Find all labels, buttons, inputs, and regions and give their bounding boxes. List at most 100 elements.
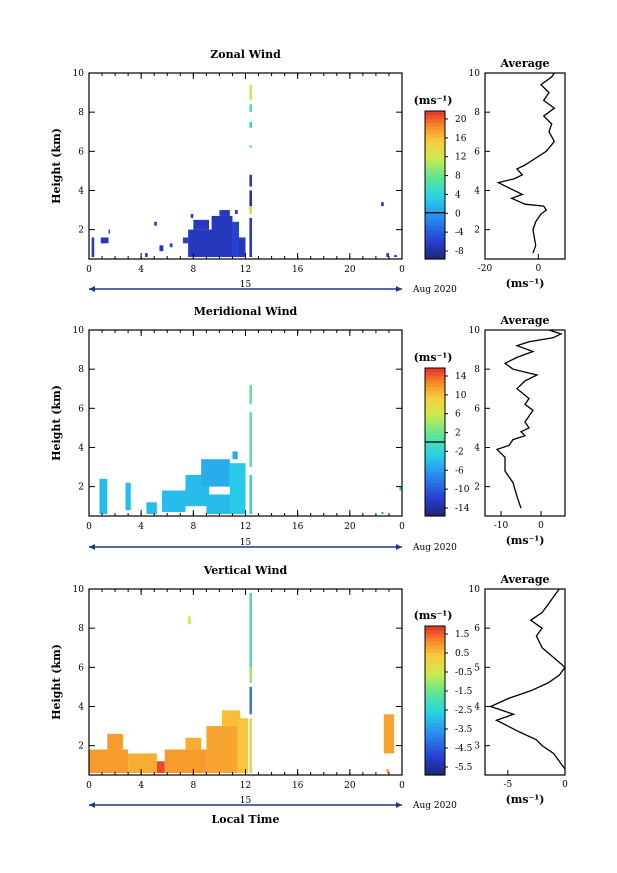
colorbar-swatch (425, 416, 445, 421)
y-tick-label: 2 (78, 483, 84, 493)
y-axis-label: Height (km) (50, 644, 63, 720)
average-x-label: (ms⁻¹) (506, 793, 545, 806)
colorbar-swatch (425, 678, 445, 683)
x-tick-label: 20 (344, 781, 356, 791)
colorbar-swatch (425, 730, 445, 735)
colorbar-tick-label: 1.5 (455, 630, 470, 640)
colorbar-swatch (425, 629, 445, 635)
colorbar-swatch (425, 655, 445, 661)
colorbar-swatch (425, 445, 445, 450)
colorbar-tick-label: 0 (455, 209, 461, 219)
colorbar-swatch (425, 704, 445, 709)
colorbar-swatch (425, 140, 445, 145)
colorbar-tick-label: 20 (455, 115, 467, 125)
colorbar-swatch (425, 763, 445, 769)
colorbar-swatch (425, 726, 445, 731)
colorbar-swatch (425, 386, 445, 391)
colorbar-unit: (ms⁻¹) (414, 351, 453, 364)
data-cell (249, 384, 253, 405)
plot-frame (88, 72, 403, 260)
data-cell (190, 213, 194, 218)
x-tick-label: 8 (190, 522, 196, 532)
colorbar-swatch (425, 222, 445, 227)
x-tick-label: 4 (138, 265, 144, 275)
colorbar-swatch (425, 177, 445, 182)
colorbar-tick-label: 2 (455, 429, 461, 439)
colorbar-unit: (ms⁻¹) (414, 94, 453, 107)
colorbar-swatch (425, 207, 445, 212)
colorbar-tick-label: -8 (455, 247, 464, 257)
colorbar-swatch (425, 666, 445, 672)
colorbar-swatch (425, 192, 445, 197)
colorbar-swatch (425, 633, 445, 638)
colorbar-swatch (425, 748, 445, 754)
colorbar-swatch (425, 255, 445, 260)
data-cell (219, 210, 230, 216)
x-tick-label: 0 (399, 522, 405, 532)
colorbar-swatch (425, 700, 445, 705)
colorbar-swatch (425, 196, 445, 201)
y-tick-label: 6 (78, 147, 84, 157)
colorbar-swatch (425, 734, 445, 739)
average-profile-line (496, 72, 556, 254)
x-tick-label: 0 (399, 265, 405, 275)
data-cell (249, 592, 253, 668)
data-cell (89, 749, 129, 774)
data-cell (211, 215, 233, 258)
data-cell (249, 686, 253, 715)
data-cell (188, 616, 191, 625)
data-cell (145, 253, 148, 258)
date-bar-cap (89, 802, 95, 808)
data-cell (232, 221, 239, 258)
x-axis-label: Local Time (212, 813, 280, 826)
colorbar-swatch (425, 151, 445, 156)
data-cell (249, 718, 253, 774)
data-cell (235, 210, 238, 214)
colorbar-tick-label: -4 (455, 228, 464, 238)
colorbar-tick-label: 14 (455, 372, 467, 382)
colorbar-swatch (425, 122, 445, 127)
colorbar-swatch (425, 408, 445, 413)
x-tick-label: 0 (399, 781, 405, 791)
colorbar-swatch (425, 722, 445, 728)
colorbar-swatch (425, 214, 445, 219)
colorbar-swatch (425, 129, 445, 134)
colorbar-frame (424, 625, 446, 776)
colorbar-swatch (425, 393, 445, 399)
average-frame (484, 588, 566, 776)
colorbar-swatch (425, 199, 445, 205)
date-label: 15 (240, 796, 252, 806)
date-bar-cap (396, 286, 402, 292)
colorbar-swatch (425, 111, 445, 116)
average-y-tick-label: 2 (474, 483, 480, 493)
x-tick-label: 12 (240, 781, 251, 791)
colorbar-swatch (425, 162, 445, 168)
panel-title: Zonal Wind (210, 48, 281, 61)
colorbar-swatch (425, 456, 445, 462)
colorbar-swatch (425, 438, 445, 443)
average-y-tick-label: 2 (474, 226, 480, 236)
y-tick-label: 4 (78, 443, 84, 453)
colorbar-tick-label: 12 (455, 153, 466, 163)
data-cell (164, 749, 207, 774)
x-tick-label: 8 (190, 265, 196, 275)
average-x-tick-label: 0 (562, 780, 568, 790)
colorbar-swatch (425, 760, 445, 765)
data-cell (249, 174, 253, 187)
colorbar-swatch (425, 670, 445, 676)
colorbar-swatch (425, 419, 445, 425)
colorbar-swatch (425, 203, 445, 208)
colorbar-swatch (425, 423, 445, 428)
colorbar-tick-label: 10 (455, 391, 467, 401)
colorbar-tick-label: -2 (455, 447, 464, 457)
y-axis-label: Height (km) (50, 128, 63, 204)
colorbar-swatch (425, 442, 445, 447)
colorbar-swatch (425, 771, 445, 776)
x-tick-label: 8 (190, 781, 196, 791)
date-suffix: Aug 2020 (412, 801, 457, 811)
y-axis-label: Height (km) (50, 385, 63, 461)
colorbar-swatch (425, 244, 445, 249)
data-cell (249, 104, 253, 113)
colorbar-swatch (425, 401, 445, 406)
colorbar-swatch (425, 681, 445, 687)
